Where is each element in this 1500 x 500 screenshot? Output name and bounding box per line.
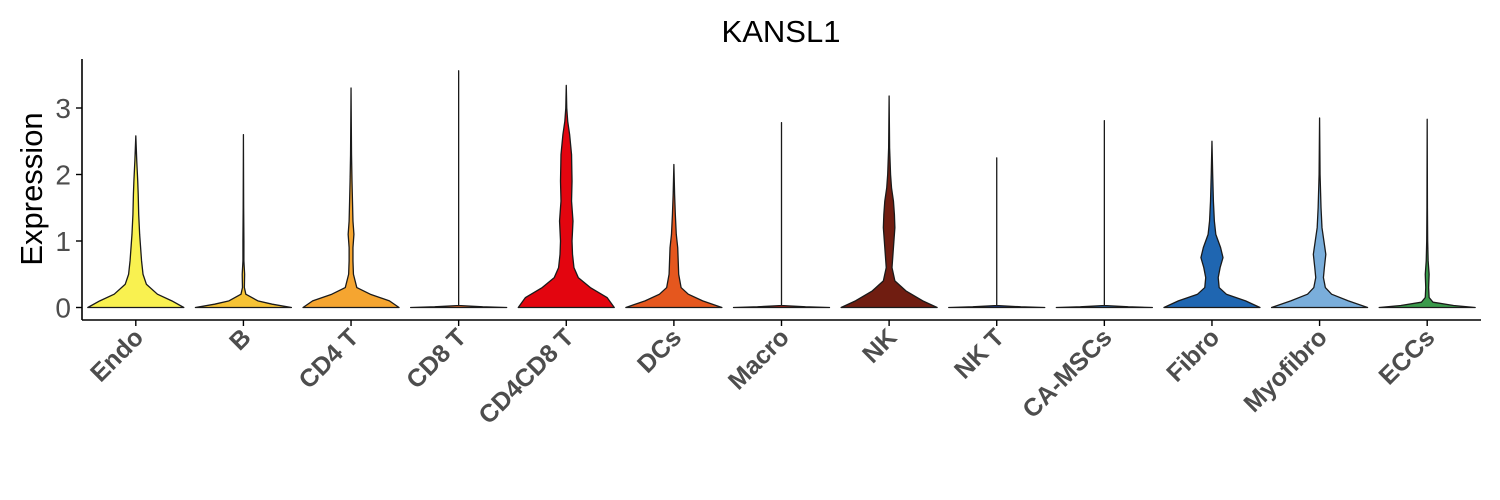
violin-cd8-t: [410, 70, 508, 309]
x-tick-label: CD8 T: [401, 323, 472, 394]
x-tick-label: Endo: [85, 323, 149, 387]
violin-nk-t: [948, 157, 1046, 309]
violin-cd4cd8-t: [517, 84, 615, 309]
y-tick-label: 2: [55, 160, 71, 191]
chart-title: KANSL1: [722, 14, 841, 49]
x-tick-label: NK T: [949, 323, 1010, 384]
y-axis-label: Expression: [14, 112, 49, 265]
violin-ca-mscs: [1055, 119, 1153, 309]
violin-endo: [87, 135, 185, 309]
y-ticks: 0 1 2 3: [55, 93, 82, 324]
x-tick-label: CA-MSCs: [1017, 323, 1117, 423]
violin-fibro: [1163, 140, 1261, 309]
x-tick-label: NK: [857, 323, 902, 368]
violin-myofibro: [1270, 117, 1369, 309]
x-tick-label: Macro: [723, 323, 795, 395]
x-ticks: Endo B CD4 T CD8 T CD4CD8 T DCs Macro NK NK T CA-…: [85, 320, 1440, 430]
x-tick-label: ECCs: [1373, 323, 1440, 390]
violin-eccs: [1378, 118, 1476, 309]
violin-cd4-t: [302, 87, 400, 309]
y-tick-label: 1: [55, 226, 71, 257]
x-tick-label: DCs: [632, 323, 687, 378]
y-tick-label: 0: [55, 293, 71, 324]
x-tick-label: CD4CD8 T: [473, 323, 579, 429]
violin-nk: [840, 95, 938, 309]
y-tick-label: 3: [55, 93, 71, 124]
violin-b: [194, 133, 293, 309]
violin-group: [87, 70, 1476, 309]
x-tick-label: B: [224, 323, 257, 356]
violin-dcs: [625, 163, 723, 309]
x-tick-label: Myofibro: [1238, 323, 1332, 417]
x-tick-label: CD4 T: [293, 323, 364, 394]
x-tick-label: Fibro: [1161, 323, 1225, 387]
violin-macro: [732, 121, 831, 309]
